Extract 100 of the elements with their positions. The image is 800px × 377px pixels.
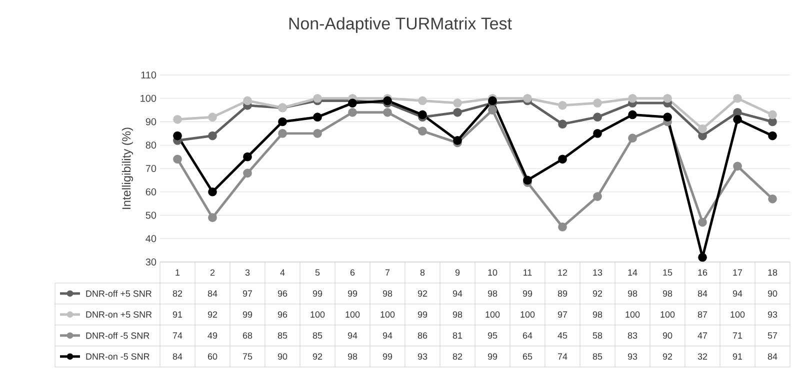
data-label: 74 — [172, 332, 182, 339]
y-tick-label: 80 — [146, 142, 156, 149]
data-label: 94 — [732, 290, 742, 297]
x-tick-label: 18 — [768, 269, 778, 276]
data-label: 100 — [380, 311, 395, 318]
data-label: 93 — [628, 353, 638, 360]
data-label: 81 — [452, 332, 462, 339]
data-label: 100 — [660, 311, 675, 318]
data-label: 95 — [488, 332, 498, 339]
data-label: 90 — [278, 353, 288, 360]
data-label: 60 — [208, 353, 218, 360]
data-label: 85 — [592, 353, 602, 360]
data-label: 98 — [628, 290, 638, 297]
data-label: 98 — [662, 290, 672, 297]
x-tick-label: 3 — [245, 269, 250, 276]
data-label: 99 — [382, 353, 392, 360]
data-label: 100 — [626, 311, 640, 318]
y-tick-label: 50 — [146, 212, 156, 219]
data-label: 99 — [348, 290, 358, 297]
y-tick-label: 70 — [146, 164, 156, 172]
data-label: 89 — [558, 290, 568, 297]
y-axis-title: Intelligibility (%) — [122, 128, 134, 209]
data-label: 91 — [172, 311, 182, 318]
data-label: 99 — [522, 290, 532, 297]
x-tick-label: 1 — [176, 269, 180, 276]
data-label: 99 — [418, 311, 428, 318]
data-label: 97 — [558, 311, 568, 318]
x-tick-label: 12 — [558, 269, 568, 276]
chart-title: Non-Adaptive TURMatrix Test — [289, 17, 512, 33]
x-tick-label: 5 — [315, 269, 320, 276]
data-label: 94 — [382, 332, 392, 339]
legend-label: DNR-off -5 SNR — [86, 332, 150, 339]
data-label: 74 — [558, 353, 568, 360]
x-tick-label: 4 — [280, 269, 285, 276]
data-label: 87 — [698, 311, 708, 318]
data-label: 92 — [662, 353, 672, 360]
data-label: 65 — [522, 353, 532, 360]
data-label: 96 — [278, 290, 288, 297]
data-label: 32 — [698, 353, 708, 360]
legend-label: DNR-on -5 SNR — [86, 353, 150, 360]
x-tick-label: 13 — [593, 269, 602, 276]
data-label: 82 — [172, 290, 182, 297]
data-label: 49 — [208, 332, 218, 339]
data-label: 94 — [452, 290, 462, 297]
x-tick-label: 16 — [698, 269, 708, 276]
data-label: 92 — [312, 353, 322, 360]
data-label: 57 — [768, 332, 778, 339]
data-label: 98 — [592, 311, 602, 318]
data-label: 99 — [488, 353, 498, 360]
data-label: 91 — [732, 353, 742, 360]
data-label: 85 — [312, 332, 322, 339]
y-tick-label: 90 — [146, 118, 156, 126]
data-label: 47 — [698, 332, 708, 339]
x-tick-label: 6 — [350, 269, 355, 276]
x-tick-label: 15 — [663, 269, 672, 276]
legend-label: DNR-on +5 SNR — [86, 311, 152, 318]
data-label: 99 — [242, 311, 252, 318]
data-label: 98 — [452, 311, 462, 318]
y-tick-label: 110 — [141, 71, 156, 79]
data-label: 84 — [768, 353, 778, 360]
x-tick-label: 8 — [420, 269, 425, 276]
data-label: 97 — [242, 290, 252, 297]
data-label: 84 — [698, 290, 708, 297]
x-tick-label: 14 — [628, 269, 638, 276]
data-label: 93 — [768, 311, 778, 318]
data-label: 100 — [520, 311, 535, 318]
x-tick-label: 9 — [455, 269, 460, 276]
data-label: 98 — [348, 353, 358, 360]
data-label: 58 — [592, 332, 602, 339]
data-label: 92 — [592, 290, 602, 297]
data-label: 100 — [346, 311, 360, 318]
data-label: 82 — [452, 353, 462, 360]
data-label: 85 — [278, 332, 288, 339]
data-label: 83 — [628, 332, 638, 339]
legend-label: DNR-off +5 SNR — [86, 290, 152, 297]
y-tick-label: 60 — [146, 188, 156, 196]
y-tick-label: 30 — [146, 258, 156, 266]
y-tick-label: 40 — [146, 235, 156, 242]
x-tick-label: 10 — [488, 269, 498, 276]
data-label: 96 — [278, 311, 288, 318]
data-label: 98 — [488, 290, 498, 297]
x-tick-label: 11 — [524, 269, 532, 276]
data-label: 100 — [730, 311, 745, 318]
data-label: 71 — [732, 332, 742, 339]
data-label: 64 — [522, 332, 532, 339]
data-label: 98 — [382, 290, 392, 297]
data-label: 94 — [348, 332, 358, 339]
data-label: 84 — [172, 353, 182, 360]
data-label: 68 — [242, 332, 252, 339]
data-label: 93 — [418, 353, 428, 360]
data-label: 84 — [208, 290, 218, 297]
data-label: 90 — [662, 332, 672, 339]
data-label: 92 — [208, 311, 218, 318]
x-tick-label: 7 — [385, 269, 390, 276]
data-label: 92 — [418, 290, 428, 297]
data-label: 45 — [558, 332, 568, 339]
x-tick-label: 2 — [210, 269, 215, 276]
data-label: 75 — [242, 353, 252, 360]
y-tick-label: 100 — [140, 94, 156, 102]
data-label: 90 — [768, 290, 778, 297]
